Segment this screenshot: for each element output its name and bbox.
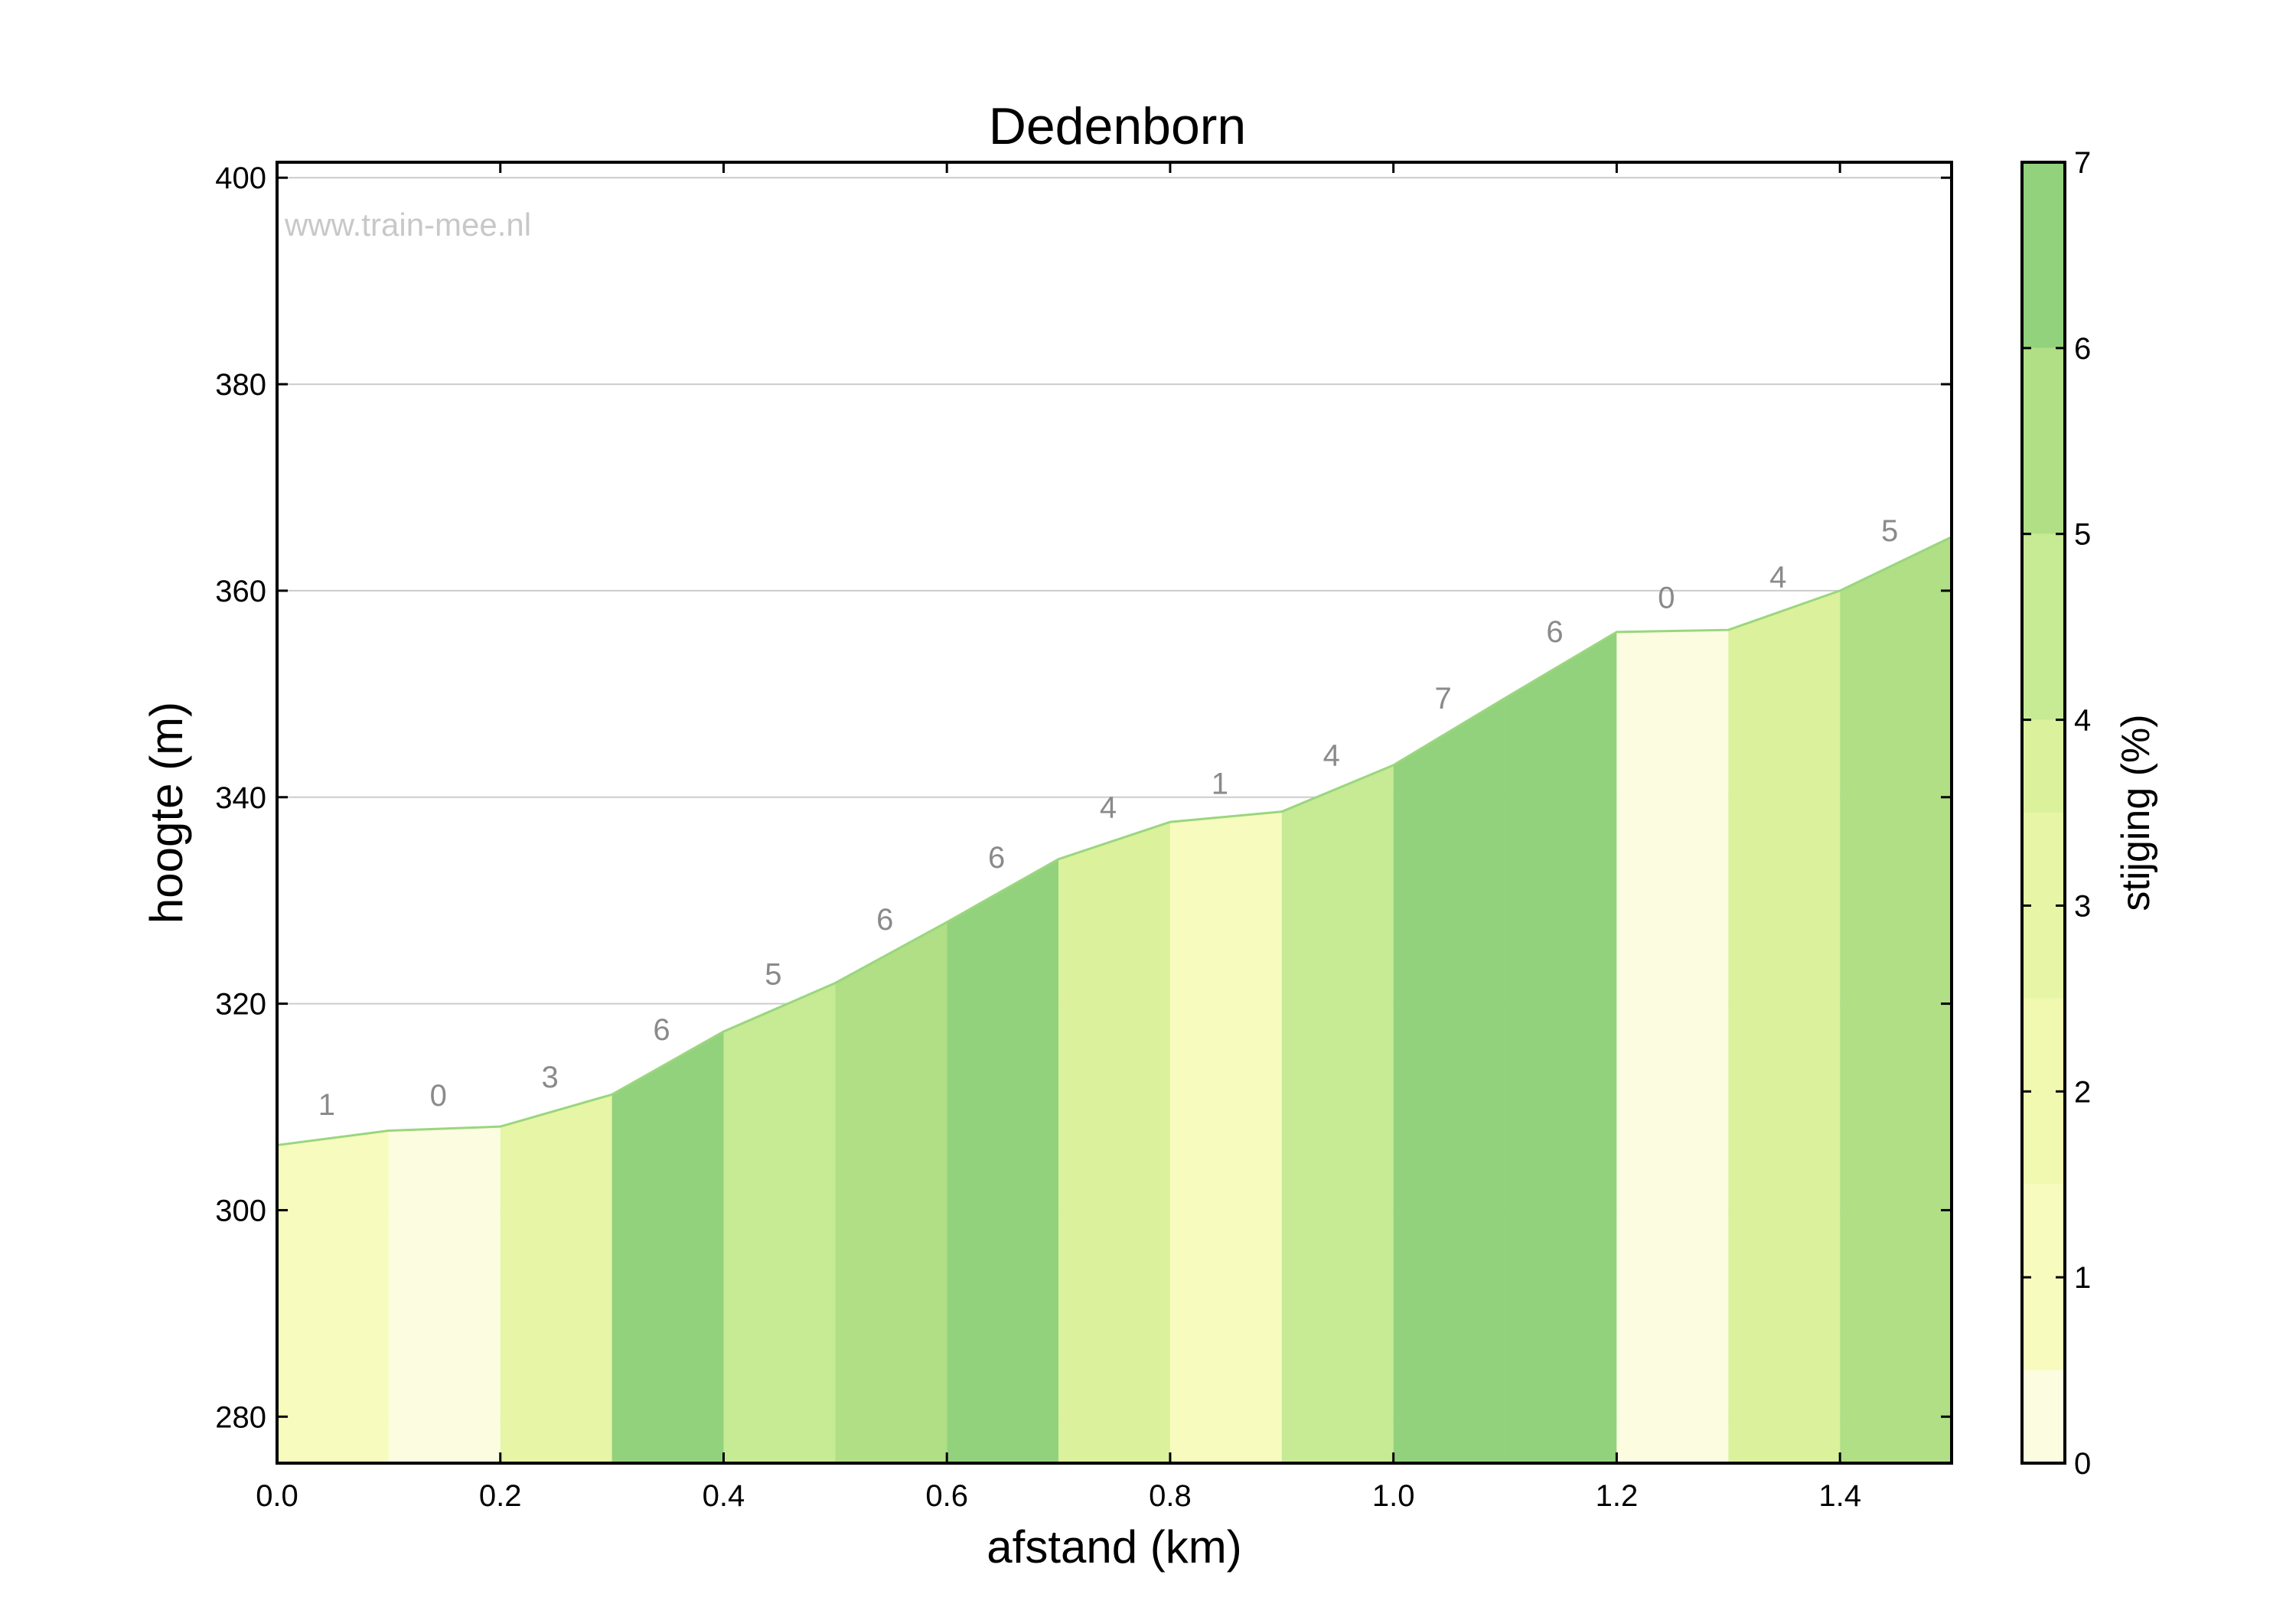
colorbar-tick-label: 2 (2074, 1075, 2091, 1109)
segment-gradient-label: 7 (1434, 682, 1451, 715)
segment-gradient-label: 4 (1323, 738, 1340, 772)
x-tick-label: 1.2 (1596, 1479, 1639, 1513)
x-tick-label: 0.8 (1149, 1479, 1192, 1513)
x-tick-label: 1.4 (1818, 1479, 1861, 1513)
gradient-segment (1393, 698, 1505, 1463)
plot-frame (276, 161, 1953, 1465)
x-tick-label: 0.6 (925, 1479, 968, 1513)
gradient-segment (1505, 631, 1617, 1463)
x-tick-label: 0.4 (703, 1479, 745, 1513)
colorbar-tick-label: 4 (2074, 704, 2091, 738)
segment-gradient-label: 4 (1100, 790, 1117, 824)
segment-gradient-label: 3 (542, 1061, 559, 1094)
y-tick-label: 400 (215, 161, 266, 195)
segment-gradient-label: 0 (430, 1079, 447, 1113)
gradient-segment (723, 983, 836, 1463)
gradient-segment (1281, 764, 1394, 1463)
colorbar-tick-label: 7 (2074, 146, 2091, 180)
colorbar-levels (2022, 162, 2065, 1463)
gradient-segment (1616, 630, 1729, 1464)
gradient-segment (1728, 590, 1841, 1463)
colorbar-tick-label: 6 (2074, 332, 2091, 366)
colorbar-tick-label: 3 (2074, 889, 2091, 923)
segment-gradient-label: 6 (653, 1013, 670, 1047)
gradient-segments (277, 536, 1952, 1464)
colorbar-level (2022, 1370, 2065, 1463)
segment-gradient-label: 5 (765, 957, 781, 991)
segment-labels: 1 0 3 6 5 6 6 4 1 4 7 6 0 4 5 (318, 514, 1898, 1122)
gradient-segment (500, 1094, 612, 1463)
segment-gradient-label: 5 (1881, 514, 1898, 548)
colorbar-level (2022, 162, 2065, 348)
gradient-segment (1840, 536, 1952, 1463)
colorbar-level (2022, 533, 2065, 720)
colorbar-level (2022, 347, 2065, 534)
segment-gradient-label: 1 (1212, 767, 1228, 800)
gradient-segment (388, 1126, 501, 1463)
colorbar-tick-label: 0 (2074, 1447, 2091, 1481)
watermark: www.train-mee.nl (284, 207, 531, 243)
colorbar: 0 1 2 3 4 5 6 7 (2020, 146, 2091, 1481)
y-axis-label: hoogte (m) (141, 702, 192, 924)
segment-gradient-label: 6 (876, 903, 893, 937)
x-axis-label: afstand (km) (987, 1521, 1241, 1573)
chart-title: Dedenborn (989, 97, 1246, 155)
segment-gradient-label: 4 (1769, 561, 1786, 595)
gradient-segment (1058, 822, 1170, 1463)
segment-gradient-label: 0 (1658, 582, 1675, 615)
colorbar-label: stijging (%) (2114, 714, 2158, 911)
gradient-segment (1169, 811, 1282, 1463)
colorbar-tick-label: 1 (2074, 1261, 2091, 1295)
gradient-segment (612, 1032, 724, 1463)
profile-line (276, 536, 1952, 1146)
gradient-segment (835, 922, 947, 1463)
colorbar-frame (2020, 161, 2066, 1465)
x-tick-label: 0.2 (479, 1479, 522, 1513)
segment-gradient-label: 6 (1546, 615, 1563, 649)
y-tick-label: 280 (215, 1400, 266, 1434)
colorbar-ticks: 0 1 2 3 4 5 6 7 (2022, 146, 2091, 1481)
segment-gradient-label: 1 (318, 1088, 335, 1122)
y-tick-label: 380 (215, 368, 266, 402)
y-tick-label: 320 (215, 988, 266, 1022)
segment-gradient-label: 6 (988, 841, 1005, 875)
colorbar-tick-label: 5 (2074, 518, 2091, 552)
x-tick-label: 1.0 (1372, 1479, 1415, 1513)
colorbar-level (2022, 719, 2065, 813)
y-tick-label: 340 (215, 781, 266, 815)
x-axis-ticks: 0.0 0.2 0.4 0.6 0.8 1.0 1.2 1.4 (256, 162, 1861, 1513)
gradient-segment (947, 859, 1059, 1463)
x-tick-label: 0.0 (256, 1479, 298, 1513)
y-tick-label: 300 (215, 1194, 266, 1227)
gradient-segment (277, 1130, 389, 1463)
y-tick-label: 360 (215, 575, 266, 608)
